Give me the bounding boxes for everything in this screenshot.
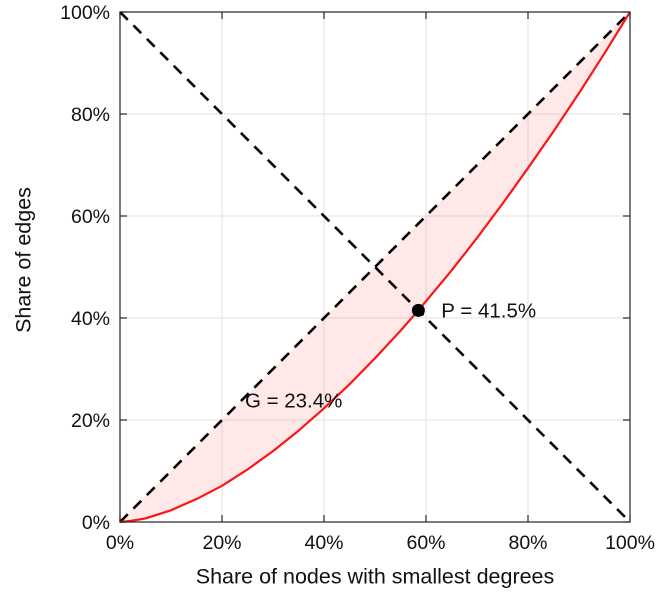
p-annotation: P = 41.5%: [441, 299, 536, 322]
counter-diagonal-line: [119, 11, 631, 523]
equality-line: [119, 11, 631, 523]
y-tick-label: 0%: [82, 512, 110, 534]
y-tick-label: 60%: [71, 206, 110, 228]
plot-border: [119, 11, 631, 523]
lorenz-curve: [119, 11, 631, 524]
x-tick-label: 40%: [304, 532, 343, 554]
y-tick-label: 80%: [71, 104, 110, 126]
y-tick-label: 40%: [71, 308, 110, 330]
y-axis-label: Share of edges: [11, 187, 36, 333]
x-tick-label: 100%: [605, 532, 655, 554]
x-tick-label: 60%: [406, 532, 445, 554]
x-tick-label: 0%: [106, 532, 134, 554]
g-annotation: G = 23.4%: [245, 390, 342, 413]
x-axis-label: Share of nodes with smallest degrees: [195, 564, 555, 589]
intersection-point-marker: [411, 303, 425, 317]
x-tick-label: 20%: [202, 532, 241, 554]
x-tick-label: 80%: [508, 532, 547, 554]
y-tick-label: 20%: [71, 410, 110, 432]
y-tick-label: 100%: [60, 2, 110, 24]
